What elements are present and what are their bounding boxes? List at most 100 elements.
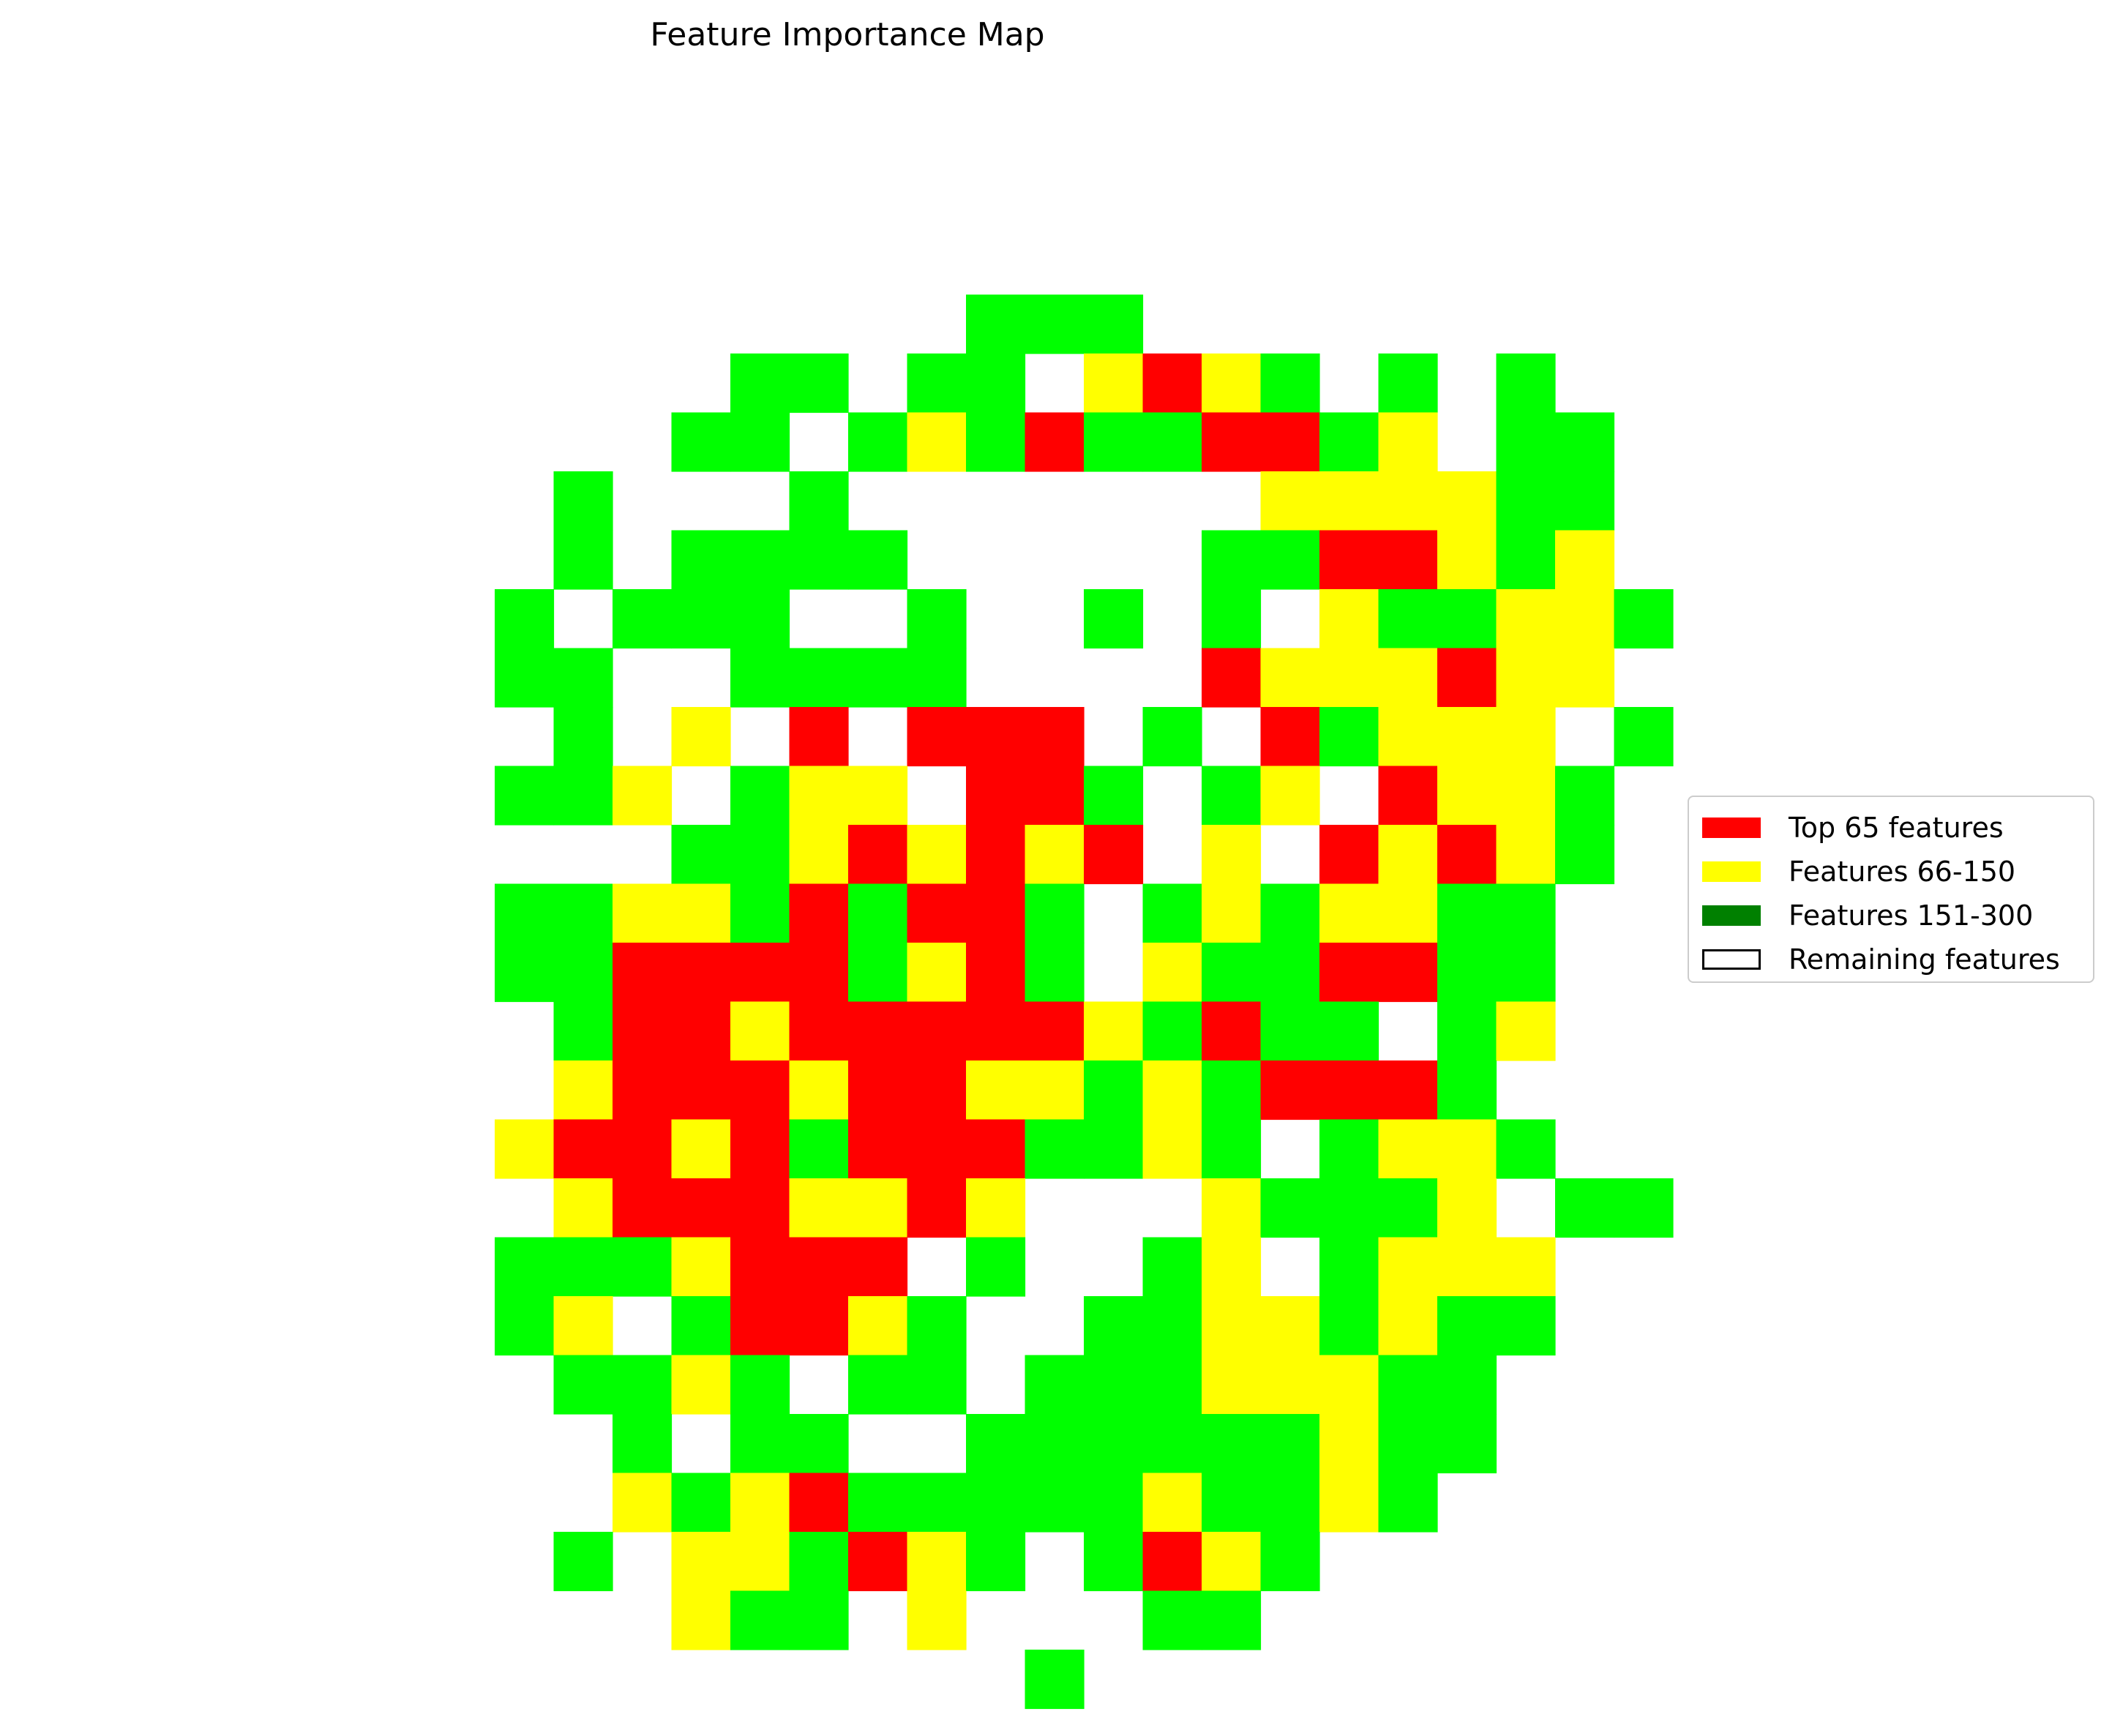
heatmap-cell-r25-c9 — [848, 1473, 908, 1533]
heatmap-cell-r14-c20 — [1496, 825, 1556, 885]
heatmap-cell-r15-c20 — [1496, 883, 1556, 943]
heatmap-cell-r15-c5 — [613, 883, 673, 943]
heatmap-cell-r6-c13 — [1084, 353, 1144, 414]
heatmap-cell-r22-c6 — [671, 1296, 731, 1356]
heatmap-cell-r17-c7 — [730, 1001, 790, 1061]
heatmap-cell-r15-c4 — [553, 883, 613, 943]
heatmap-cell-r25-c11 — [966, 1473, 1026, 1533]
heatmap-cell-r12-c20 — [1496, 707, 1556, 767]
heatmap-cell-r20-c17 — [1319, 1178, 1379, 1238]
heatmap-cell-r23-c10 — [907, 1355, 967, 1415]
heatmap-cell-r7-c20 — [1496, 412, 1556, 472]
heatmap-cell-r17-c10 — [907, 1001, 967, 1061]
heatmap-cell-r15-c19 — [1437, 883, 1497, 943]
heatmap-cell-r16-c6 — [671, 943, 731, 1003]
heatmap-cell-r25-c14 — [1142, 1473, 1202, 1533]
heatmap-cell-r9-c18 — [1378, 530, 1438, 590]
heatmap-cell-r10-c22 — [1614, 589, 1674, 649]
heatmap-cell-r13-c21 — [1555, 766, 1615, 826]
heatmap-cell-r13-c18 — [1378, 766, 1438, 826]
heatmap-cell-r20-c10 — [907, 1178, 967, 1238]
heatmap-cell-r27-c8 — [789, 1590, 849, 1650]
heatmap-cell-r20-c5 — [613, 1178, 673, 1238]
heatmap-cell-r23-c16 — [1260, 1355, 1320, 1415]
heatmap-cell-r7-c7 — [730, 412, 790, 472]
heatmap-cell-r27-c10 — [907, 1590, 967, 1650]
heatmap-cell-r15-c15 — [1202, 883, 1262, 943]
heatmap-cell-r13-c9 — [848, 766, 908, 826]
heatmap-cell-r15-c6 — [671, 883, 731, 943]
heatmap-cell-r26-c13 — [1084, 1532, 1144, 1592]
heatmap-cell-r25-c13 — [1084, 1473, 1144, 1533]
heatmap-cell-r14-c6 — [671, 825, 731, 885]
heatmap-cell-r17-c15 — [1202, 1001, 1262, 1061]
legend-item-features-151-300: Features 151-300 — [1689, 894, 2093, 938]
heatmap-cell-r6-c18 — [1378, 353, 1438, 414]
heatmap-cell-r19-c18 — [1378, 1119, 1438, 1179]
heatmap-cell-r24-c19 — [1437, 1414, 1497, 1474]
heatmap-cell-r16-c11 — [966, 943, 1026, 1003]
heatmap-cell-r13-c7 — [730, 766, 790, 826]
heatmap-cell-r13-c3 — [495, 766, 555, 826]
heatmap-cell-r10-c15 — [1202, 589, 1262, 649]
heatmap-cell-r10-c5 — [613, 589, 673, 649]
heatmap-cell-r13-c16 — [1260, 766, 1320, 826]
heatmap-cell-r11-c7 — [730, 648, 790, 708]
heatmap-cell-r24-c8 — [789, 1414, 849, 1474]
heatmap-cell-r21-c7 — [730, 1237, 790, 1297]
heatmap-cell-r16-c16 — [1260, 943, 1320, 1003]
heatmap-cell-r19-c19 — [1437, 1119, 1497, 1179]
heatmap-cell-r7-c12 — [1025, 412, 1085, 472]
heatmap-cell-r24-c5 — [613, 1414, 673, 1474]
heatmap-cell-r24-c17 — [1319, 1414, 1379, 1474]
heatmap-cell-r18-c18 — [1378, 1060, 1438, 1120]
heatmap-cell-r12-c12 — [1025, 707, 1085, 767]
heatmap-cell-r22-c4 — [553, 1296, 613, 1356]
heatmap-cell-r15-c18 — [1378, 883, 1438, 943]
heatmap-cell-r26-c14 — [1142, 1532, 1202, 1592]
heatmap-cell-r6-c16 — [1260, 353, 1320, 414]
heatmap-cell-r16-c17 — [1319, 943, 1379, 1003]
heatmap-cell-r9-c19 — [1437, 530, 1497, 590]
heatmap-cell-r6-c15 — [1202, 353, 1262, 414]
heatmap-cell-r14-c21 — [1555, 825, 1615, 885]
heatmap-cell-r16-c10 — [907, 943, 967, 1003]
heatmap-cell-r16-c5 — [613, 943, 673, 1003]
heatmap-cell-r19-c14 — [1142, 1119, 1202, 1179]
heatmap-cell-r22-c14 — [1142, 1296, 1202, 1356]
heatmap-cell-r17-c11 — [966, 1001, 1026, 1061]
heatmap-cell-r15-c3 — [495, 883, 555, 943]
heatmap-cell-r21-c15 — [1202, 1237, 1262, 1297]
heatmap-cell-r15-c16 — [1260, 883, 1320, 943]
heatmap-cell-r12-c6 — [671, 707, 731, 767]
heatmap-cell-r22-c16 — [1260, 1296, 1320, 1356]
chart-title: Feature Importance Map — [650, 16, 1045, 53]
heatmap-cell-r25-c6 — [671, 1473, 731, 1533]
heatmap-cell-r21-c19 — [1437, 1237, 1497, 1297]
legend-item-top-65: Top 65 features — [1689, 806, 2093, 850]
heatmap-cell-r23-c7 — [730, 1355, 790, 1415]
heatmap-cell-r18-c16 — [1260, 1060, 1320, 1120]
heatmap-cell-r18-c6 — [671, 1060, 731, 1120]
heatmap-cell-r22-c13 — [1084, 1296, 1144, 1356]
heatmap-cell-r20-c22 — [1614, 1178, 1674, 1238]
heatmap-cell-r15-c7 — [730, 883, 790, 943]
heatmap-cell-r19-c13 — [1084, 1119, 1144, 1179]
heatmap-cell-r10-c19 — [1437, 589, 1497, 649]
heatmap-cell-r7-c11 — [966, 412, 1026, 472]
heatmap-cell-r16-c18 — [1378, 943, 1438, 1003]
heatmap-cell-r13-c8 — [789, 766, 849, 826]
heatmap-cell-r13-c20 — [1496, 766, 1556, 826]
legend-item-remaining: Remaining features — [1689, 938, 2093, 981]
heatmap-cell-r17-c12 — [1025, 1001, 1085, 1061]
heatmap-cell-r25-c18 — [1378, 1473, 1438, 1533]
heatmap-cell-r21-c5 — [613, 1237, 673, 1297]
heatmap-cell-r22-c8 — [789, 1296, 849, 1356]
heatmap-cell-r19-c6 — [671, 1119, 731, 1179]
heatmap-cell-r8-c17 — [1319, 471, 1379, 531]
heatmap-cell-r19-c15 — [1202, 1119, 1262, 1179]
heatmap-cell-r21-c3 — [495, 1237, 555, 1297]
heatmap-cell-r7-c13 — [1084, 412, 1144, 472]
heatmap-cell-r13-c11 — [966, 766, 1026, 826]
heatmap-cell-r20-c16 — [1260, 1178, 1320, 1238]
